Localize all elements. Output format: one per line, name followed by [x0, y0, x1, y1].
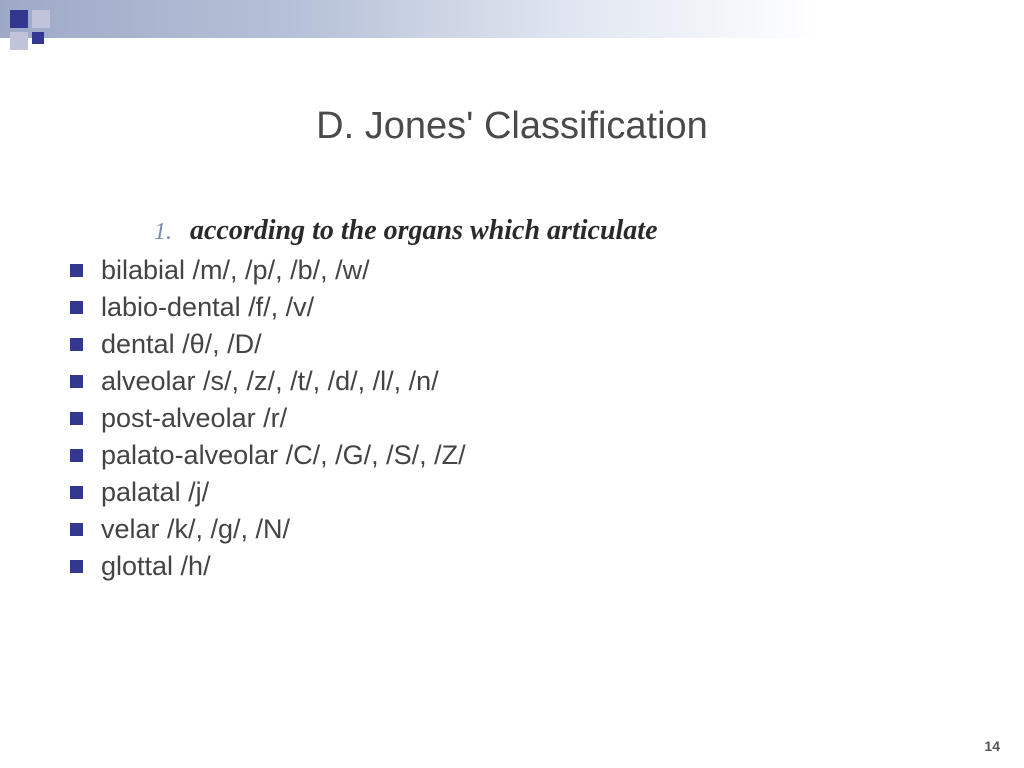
page-number: 14: [984, 738, 1000, 754]
numbered-text: according to the organs which articulate: [190, 215, 658, 247]
list-item: velar /k/, /g/, /N/: [70, 514, 950, 545]
square-icon: [32, 32, 44, 44]
list-item: labio-dental /f/, /v/: [70, 292, 950, 323]
numbered-item: 1. according to the organs which articul…: [130, 215, 950, 247]
list-item: dental /θ/, /D/: [70, 329, 950, 360]
square-icon: [10, 32, 28, 50]
slide-content: 1. according to the organs which articul…: [70, 215, 950, 588]
list-item: bilabial /m/, /p/, /b/, /w/: [70, 255, 950, 286]
bullet-text: velar /k/, /g/, /N/: [101, 514, 290, 545]
square-icon: [10, 10, 28, 28]
bullet-icon: [70, 264, 83, 277]
number-marker: 1.: [130, 219, 172, 246]
bullet-text: alveolar /s/, /z/, /t/, /d/, /l/, /n/: [101, 366, 439, 397]
bullet-icon: [70, 338, 83, 351]
slide-title: D. Jones' Classification: [0, 105, 1024, 148]
bullet-icon: [70, 412, 83, 425]
bullet-text: palatal /j/: [101, 477, 209, 508]
top-gradient-bar: [0, 0, 1024, 38]
list-item: palatal /j/: [70, 477, 950, 508]
bullet-icon: [70, 523, 83, 536]
square-icon: [32, 10, 50, 28]
bullet-icon: [70, 301, 83, 314]
bullet-text: labio-dental /f/, /v/: [101, 292, 314, 323]
list-item: alveolar /s/, /z/, /t/, /d/, /l/, /n/: [70, 366, 950, 397]
bullet-text: bilabial /m/, /p/, /b/, /w/: [101, 255, 370, 286]
list-item: glottal /h/: [70, 551, 950, 582]
bullet-icon: [70, 375, 83, 388]
bullet-icon: [70, 560, 83, 573]
bullet-text: glottal /h/: [101, 551, 211, 582]
list-item: palato-alveolar /C/, /G/, /S/, /Z/: [70, 440, 950, 471]
bullet-text: dental /θ/, /D/: [101, 329, 262, 360]
list-item: post-alveolar /r/: [70, 403, 950, 434]
bullet-text: palato-alveolar /C/, /G/, /S/, /Z/: [101, 440, 466, 471]
bullet-icon: [70, 449, 83, 462]
bullet-text: post-alveolar /r/: [101, 403, 287, 434]
bullet-icon: [70, 486, 83, 499]
